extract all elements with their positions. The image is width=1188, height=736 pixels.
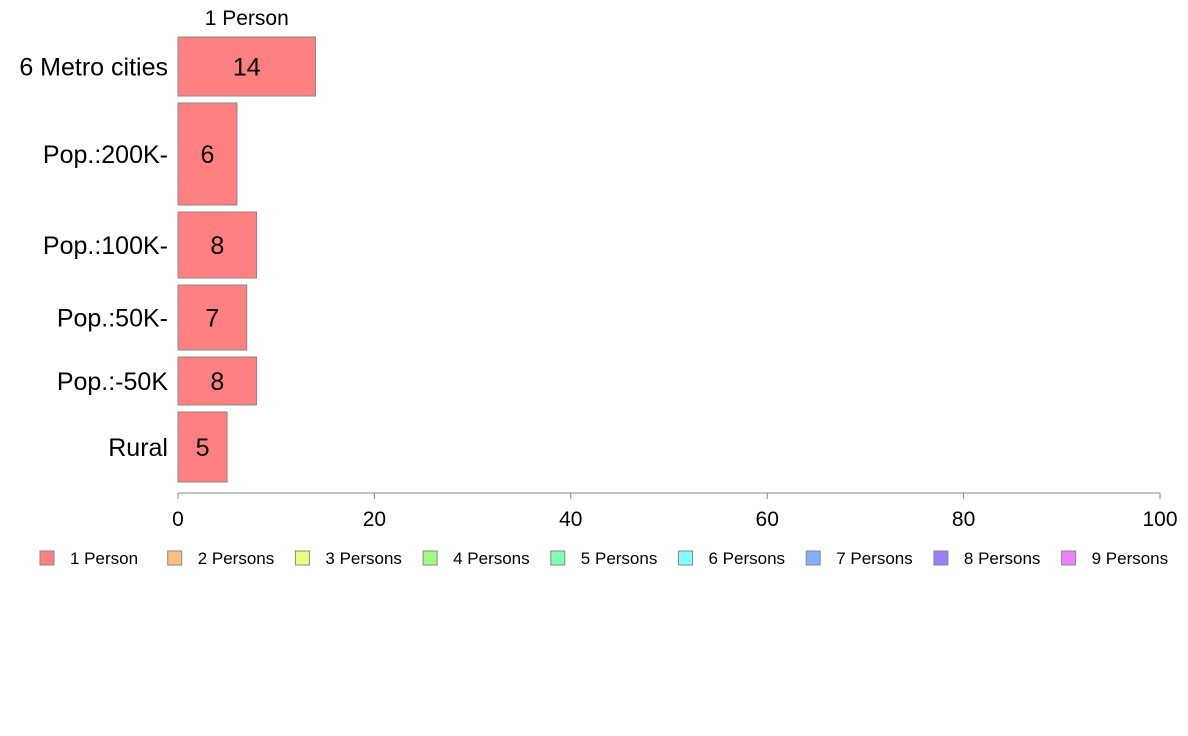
legend-label: 7 Persons bbox=[836, 549, 913, 568]
x-tick-label: 0 bbox=[172, 508, 184, 531]
legend-swatch bbox=[550, 550, 566, 566]
legend-label: 5 Persons bbox=[581, 549, 658, 568]
x-tick-label: 100 bbox=[1142, 508, 1177, 531]
bar-segment bbox=[177, 284, 248, 351]
bar-value-label: 14 bbox=[233, 54, 261, 82]
bar-segment bbox=[177, 102, 238, 206]
x-tick-label: 80 bbox=[952, 508, 975, 531]
bar-value-label: 8 bbox=[210, 368, 224, 396]
bar-value-label: 8 bbox=[210, 232, 224, 260]
legend-swatch bbox=[294, 550, 310, 566]
category-label: Rural bbox=[108, 434, 168, 462]
bar-value-label: 6 bbox=[201, 141, 215, 169]
x-axis: 0 20 40 60 80 100 bbox=[172, 492, 1178, 531]
x-tick-label: 60 bbox=[756, 508, 779, 531]
x-tick-label: 40 bbox=[559, 508, 582, 531]
legend-label: 6 Persons bbox=[709, 549, 786, 568]
legend-swatch bbox=[1061, 550, 1077, 566]
legend-label: 9 Persons bbox=[1092, 549, 1169, 568]
legend-label: 1 Person bbox=[70, 549, 138, 568]
bar-value-label: 7 bbox=[205, 305, 219, 333]
legend-swatch bbox=[805, 550, 821, 566]
legend-swatch bbox=[167, 550, 183, 566]
bar-value-label: 5 bbox=[196, 434, 210, 462]
category-label: 6 Metro cities bbox=[19, 54, 168, 82]
category-label: Pop.:100K- bbox=[43, 232, 168, 260]
legend-swatch bbox=[933, 550, 949, 566]
category-label: Pop.:-50K bbox=[57, 368, 169, 396]
legend-label: 4 Persons bbox=[453, 549, 530, 568]
category-label: Pop.:50K- bbox=[57, 305, 168, 333]
legend-label: 3 Persons bbox=[325, 549, 402, 568]
bar-segment bbox=[177, 36, 316, 97]
legend-swatch bbox=[39, 550, 55, 566]
legend-swatch bbox=[678, 550, 693, 566]
legend: 1 Person 2 Persons 3 Persons 4 Persons 5 Per… bbox=[39, 549, 1169, 568]
bar-segment bbox=[177, 356, 258, 406]
bars-group: 6 Metro cities 14 Pop.:200K- 6 Pop.:100K- 8 Po… bbox=[19, 36, 316, 483]
legend-swatch bbox=[422, 550, 438, 566]
bar-segment bbox=[177, 411, 228, 483]
segment-title: 1 Person bbox=[205, 7, 289, 30]
legend-label: 8 Persons bbox=[964, 549, 1041, 568]
x-tick-label: 20 bbox=[363, 508, 386, 531]
category-label: Pop.:200K- bbox=[43, 141, 168, 169]
legend-label: 2 Persons bbox=[198, 549, 275, 568]
bar-segment bbox=[177, 211, 258, 279]
